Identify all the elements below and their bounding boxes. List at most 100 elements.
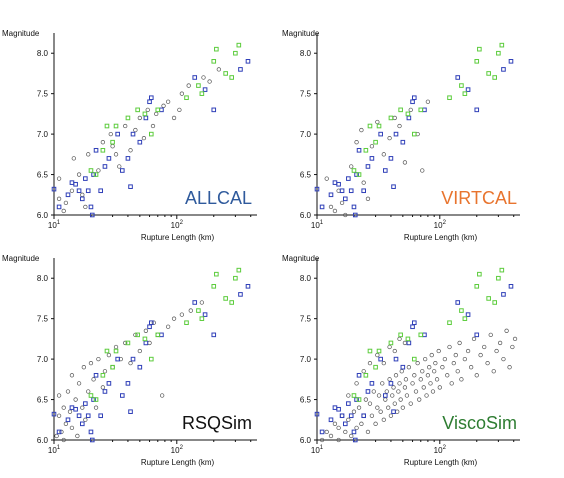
data-point-gray bbox=[400, 405, 405, 410]
data-point-green bbox=[373, 139, 378, 145]
y-tick-label: 7.5 bbox=[37, 315, 49, 324]
data-point-blue bbox=[383, 168, 388, 173]
data-point-green bbox=[474, 59, 480, 64]
data-point-green bbox=[229, 300, 234, 305]
x-tick-label: 101 bbox=[48, 445, 61, 455]
data-point-blue bbox=[410, 99, 415, 105]
data-point-green bbox=[447, 95, 452, 101]
data-point-blue bbox=[336, 181, 341, 187]
y-tick-label: 7.5 bbox=[300, 90, 312, 99]
data-point-gray bbox=[171, 115, 177, 121]
data-point-green bbox=[398, 332, 403, 338]
y-tick-label: 7.0 bbox=[300, 130, 312, 139]
data-point-gray bbox=[387, 136, 392, 141]
data-point-blue bbox=[106, 381, 112, 386]
data-point-blue bbox=[76, 188, 82, 194]
data-point-gray bbox=[349, 164, 354, 169]
data-point-blue bbox=[130, 131, 136, 137]
data-point-blue bbox=[120, 393, 125, 398]
data-point-gray bbox=[455, 369, 460, 374]
data-point-blue bbox=[143, 115, 149, 121]
data-point-gray bbox=[113, 152, 119, 157]
data-point-blue bbox=[83, 401, 88, 406]
data-point-blue bbox=[143, 340, 149, 346]
data-point-green bbox=[459, 308, 464, 313]
data-point-gray bbox=[430, 389, 436, 394]
data-point-gray bbox=[76, 381, 82, 386]
data-point-gray bbox=[69, 425, 75, 431]
data-point-gray bbox=[390, 393, 395, 398]
data-point-green bbox=[214, 271, 219, 277]
data-point-gray bbox=[110, 144, 115, 149]
data-point-blue bbox=[455, 75, 461, 80]
data-point-blue bbox=[202, 87, 208, 92]
data-point-gray bbox=[381, 361, 386, 366]
data-point-blue bbox=[332, 180, 338, 185]
data-point-gray bbox=[328, 433, 334, 439]
data-point-blue bbox=[339, 188, 345, 194]
data-point-gray bbox=[465, 348, 471, 354]
data-point-gray bbox=[429, 352, 434, 358]
data-point-blue bbox=[339, 413, 345, 419]
data-point-blue bbox=[422, 332, 427, 338]
data-point-gray bbox=[154, 111, 159, 117]
data-point-gray bbox=[69, 188, 75, 193]
data-point-gray bbox=[367, 401, 373, 406]
data-point-gray bbox=[392, 348, 397, 354]
data-point-gray bbox=[388, 413, 394, 418]
data-point-green bbox=[93, 397, 99, 402]
data-point-gray bbox=[67, 409, 73, 414]
data-point-gray bbox=[415, 361, 420, 366]
data-point-gray bbox=[75, 433, 80, 439]
data-point-gray bbox=[123, 340, 128, 346]
data-point-gray bbox=[404, 393, 410, 398]
data-point-blue bbox=[93, 147, 99, 153]
data-point-gray bbox=[384, 389, 389, 394]
data-point-green bbox=[214, 46, 219, 52]
data-point-blue bbox=[501, 67, 506, 72]
data-point-gray bbox=[507, 365, 512, 370]
data-point-gray bbox=[150, 123, 156, 129]
data-point-gray bbox=[375, 352, 380, 358]
data-point-gray bbox=[485, 361, 490, 366]
data-point-gray bbox=[488, 332, 493, 337]
data-point-gray bbox=[199, 300, 205, 305]
data-point-green bbox=[88, 168, 94, 173]
data-point-gray bbox=[54, 433, 59, 439]
data-point-gray bbox=[359, 127, 364, 133]
data-point-gray bbox=[396, 389, 401, 394]
y-axis-title: Magnitude bbox=[282, 29, 320, 38]
data-point-gray bbox=[137, 115, 142, 121]
data-point-blue bbox=[411, 95, 417, 101]
data-point-blue bbox=[102, 389, 108, 394]
data-point-gray bbox=[201, 75, 206, 80]
data-point-gray bbox=[447, 344, 452, 350]
chart-panel-viscosim: 6.0 6.5 7.0 7.5 8.0 101 102 Magnitude Rupture Le… bbox=[282, 254, 520, 467]
data-point-blue bbox=[69, 405, 75, 410]
data-point-gray bbox=[336, 425, 341, 431]
data-point-gray bbox=[497, 340, 503, 346]
data-point-blue bbox=[388, 156, 394, 161]
data-point-gray bbox=[373, 421, 378, 426]
model-label: ViscoSim bbox=[442, 413, 517, 433]
model-label: VIRTCAL bbox=[441, 188, 517, 208]
data-point-blue bbox=[348, 188, 354, 194]
data-point-gray bbox=[432, 369, 437, 374]
data-point-blue bbox=[137, 139, 143, 145]
data-point-blue bbox=[361, 188, 366, 194]
data-point-green bbox=[93, 172, 99, 177]
data-point-gray bbox=[324, 429, 329, 435]
data-point-gray bbox=[319, 437, 325, 443]
data-point-blue bbox=[137, 364, 143, 370]
data-point-green bbox=[142, 111, 148, 117]
data-point-green bbox=[405, 111, 411, 117]
data-point-gray bbox=[453, 352, 458, 358]
data-point-gray bbox=[76, 172, 82, 177]
data-point-blue bbox=[159, 107, 164, 113]
data-point-green bbox=[376, 123, 382, 129]
data-point-gray bbox=[160, 393, 165, 398]
data-point-blue bbox=[342, 196, 348, 202]
data-point-gray bbox=[410, 381, 415, 386]
data-point-gray bbox=[106, 352, 112, 358]
data-point-green bbox=[351, 168, 357, 173]
